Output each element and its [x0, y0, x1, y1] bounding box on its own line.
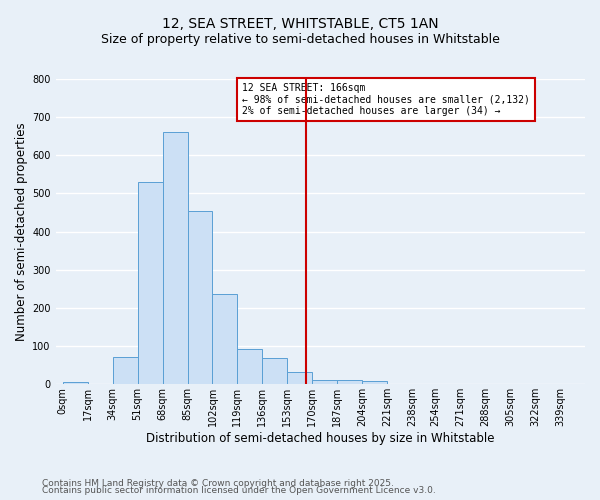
Bar: [362, 381, 387, 384]
Bar: [337, 380, 362, 384]
Bar: [188, 210, 212, 384]
Bar: [312, 380, 337, 384]
Text: 12 SEA STREET: 166sqm
← 98% of semi-detached houses are smaller (2,132)
2% of se: 12 SEA STREET: 166sqm ← 98% of semi-deta…: [242, 83, 530, 116]
Bar: [113, 357, 137, 384]
Y-axis label: Number of semi-detached properties: Number of semi-detached properties: [15, 122, 28, 341]
Bar: [137, 182, 163, 384]
Text: Size of property relative to semi-detached houses in Whitstable: Size of property relative to semi-detach…: [101, 32, 499, 46]
Bar: [163, 132, 188, 384]
Bar: [63, 382, 88, 384]
X-axis label: Distribution of semi-detached houses by size in Whitstable: Distribution of semi-detached houses by …: [146, 432, 494, 445]
Bar: [262, 358, 287, 384]
Bar: [212, 294, 238, 384]
Text: Contains public sector information licensed under the Open Government Licence v3: Contains public sector information licen…: [42, 486, 436, 495]
Bar: [287, 372, 312, 384]
Text: Contains HM Land Registry data © Crown copyright and database right 2025.: Contains HM Land Registry data © Crown c…: [42, 478, 394, 488]
Bar: [238, 349, 262, 384]
Text: 12, SEA STREET, WHITSTABLE, CT5 1AN: 12, SEA STREET, WHITSTABLE, CT5 1AN: [161, 18, 439, 32]
